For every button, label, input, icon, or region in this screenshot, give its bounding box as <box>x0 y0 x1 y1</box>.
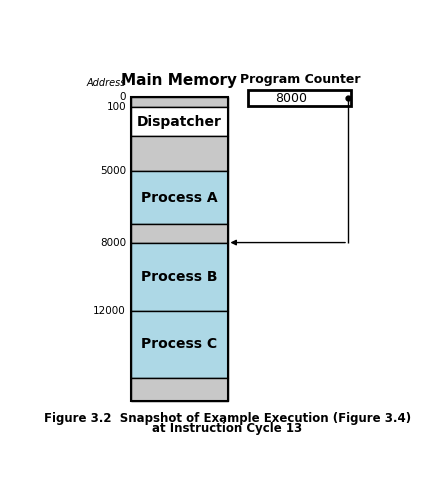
Text: 8000: 8000 <box>100 238 126 248</box>
Text: 5000: 5000 <box>100 166 126 176</box>
Bar <box>131 311 228 378</box>
Text: Address: Address <box>87 78 126 88</box>
Bar <box>131 378 228 400</box>
Bar <box>131 96 228 107</box>
Text: Process A: Process A <box>141 190 218 204</box>
Text: Process C: Process C <box>141 338 218 351</box>
Text: Main Memory: Main Memory <box>121 73 238 88</box>
Text: Dispatcher: Dispatcher <box>137 114 222 128</box>
Text: Figure 3.2  Snapshot of Example Execution (Figure 3.4): Figure 3.2 Snapshot of Example Execution… <box>44 412 411 426</box>
Text: Process B: Process B <box>141 270 218 284</box>
Bar <box>131 136 228 171</box>
Bar <box>131 224 228 242</box>
Bar <box>131 171 228 224</box>
Bar <box>131 107 228 136</box>
Bar <box>131 96 228 401</box>
Bar <box>248 90 352 106</box>
Text: 8000: 8000 <box>276 92 308 104</box>
Text: at Instruction Cycle 13: at Instruction Cycle 13 <box>152 422 303 436</box>
Bar <box>131 242 228 311</box>
Text: 0: 0 <box>119 92 126 102</box>
Text: Program Counter: Program Counter <box>240 73 360 86</box>
Text: 12000: 12000 <box>93 306 126 316</box>
Text: 100: 100 <box>107 102 126 112</box>
